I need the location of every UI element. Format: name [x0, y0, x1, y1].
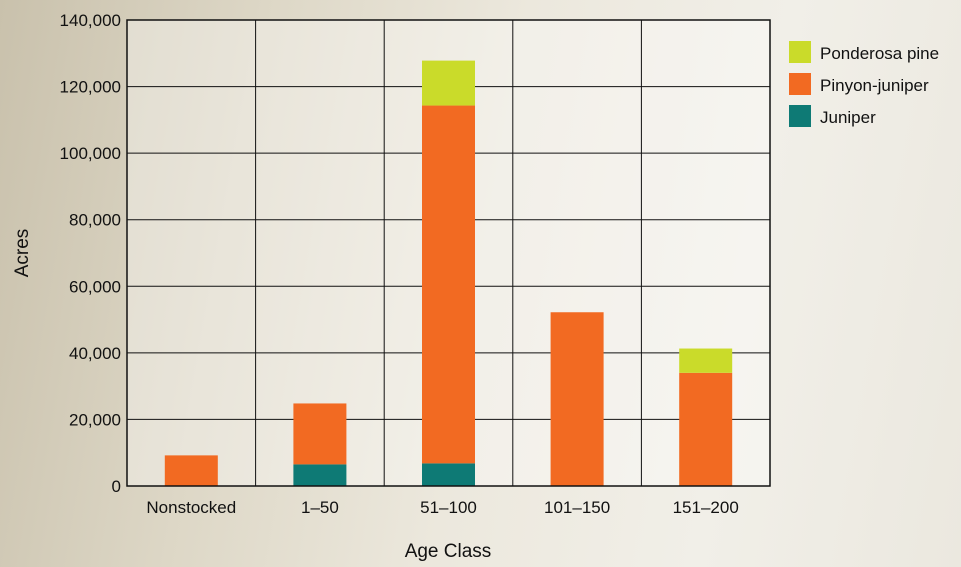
- bar-pinyon-juniper-4: [679, 372, 733, 486]
- x-tick-label: 51–100: [420, 498, 477, 517]
- legend-label: Juniper: [820, 108, 876, 127]
- y-tick-label: 40,000: [69, 344, 121, 363]
- y-axis-ticks: 0 20,000 40,000 60,000 80,000 100,000 120,000 1…: [60, 11, 121, 496]
- legend: Ponderosa pine Pinyon-juniper Juniper: [789, 41, 939, 127]
- legend-label: Ponderosa pine: [820, 44, 939, 63]
- y-tick-label: 140,000: [60, 11, 121, 30]
- legend-swatch-juniper: [789, 105, 811, 127]
- plot-frame: [126, 19, 771, 487]
- legend-swatch-pinyon-juniper: [789, 73, 811, 95]
- bar-pinyon-juniper-1: [293, 403, 347, 465]
- bars: [164, 60, 733, 486]
- bar-pinyon-juniper-0: [164, 455, 218, 486]
- y-tick-label: 0: [112, 477, 121, 496]
- bar-pinyon-juniper-2: [422, 105, 475, 464]
- x-tick-label: 1–50: [301, 498, 339, 517]
- y-tick-label: 80,000: [69, 211, 121, 230]
- y-tick-label: 100,000: [60, 144, 121, 163]
- bar-juniper-1: [293, 464, 347, 486]
- bar-ponderosa-pine-2: [422, 60, 475, 106]
- legend-swatch-ponderosa-pine: [789, 41, 811, 63]
- x-tick-label: 101–150: [544, 498, 610, 517]
- x-axis-title: Age Class: [405, 541, 492, 562]
- bar-ponderosa-pine-4: [679, 348, 733, 373]
- x-axis-ticks: Nonstocked 1–50 51–100 101–150 151–200: [146, 498, 738, 517]
- y-tick-label: 20,000: [69, 410, 121, 429]
- bar-juniper-2: [422, 463, 475, 486]
- y-tick-label: 60,000: [69, 277, 121, 296]
- x-tick-label: 151–200: [673, 498, 739, 517]
- y-axis-title: Acres: [12, 229, 33, 278]
- bar-pinyon-juniper-3: [550, 312, 604, 486]
- y-tick-label: 120,000: [60, 78, 121, 97]
- x-tick-label: Nonstocked: [146, 498, 236, 517]
- legend-label: Pinyon-juniper: [820, 76, 929, 95]
